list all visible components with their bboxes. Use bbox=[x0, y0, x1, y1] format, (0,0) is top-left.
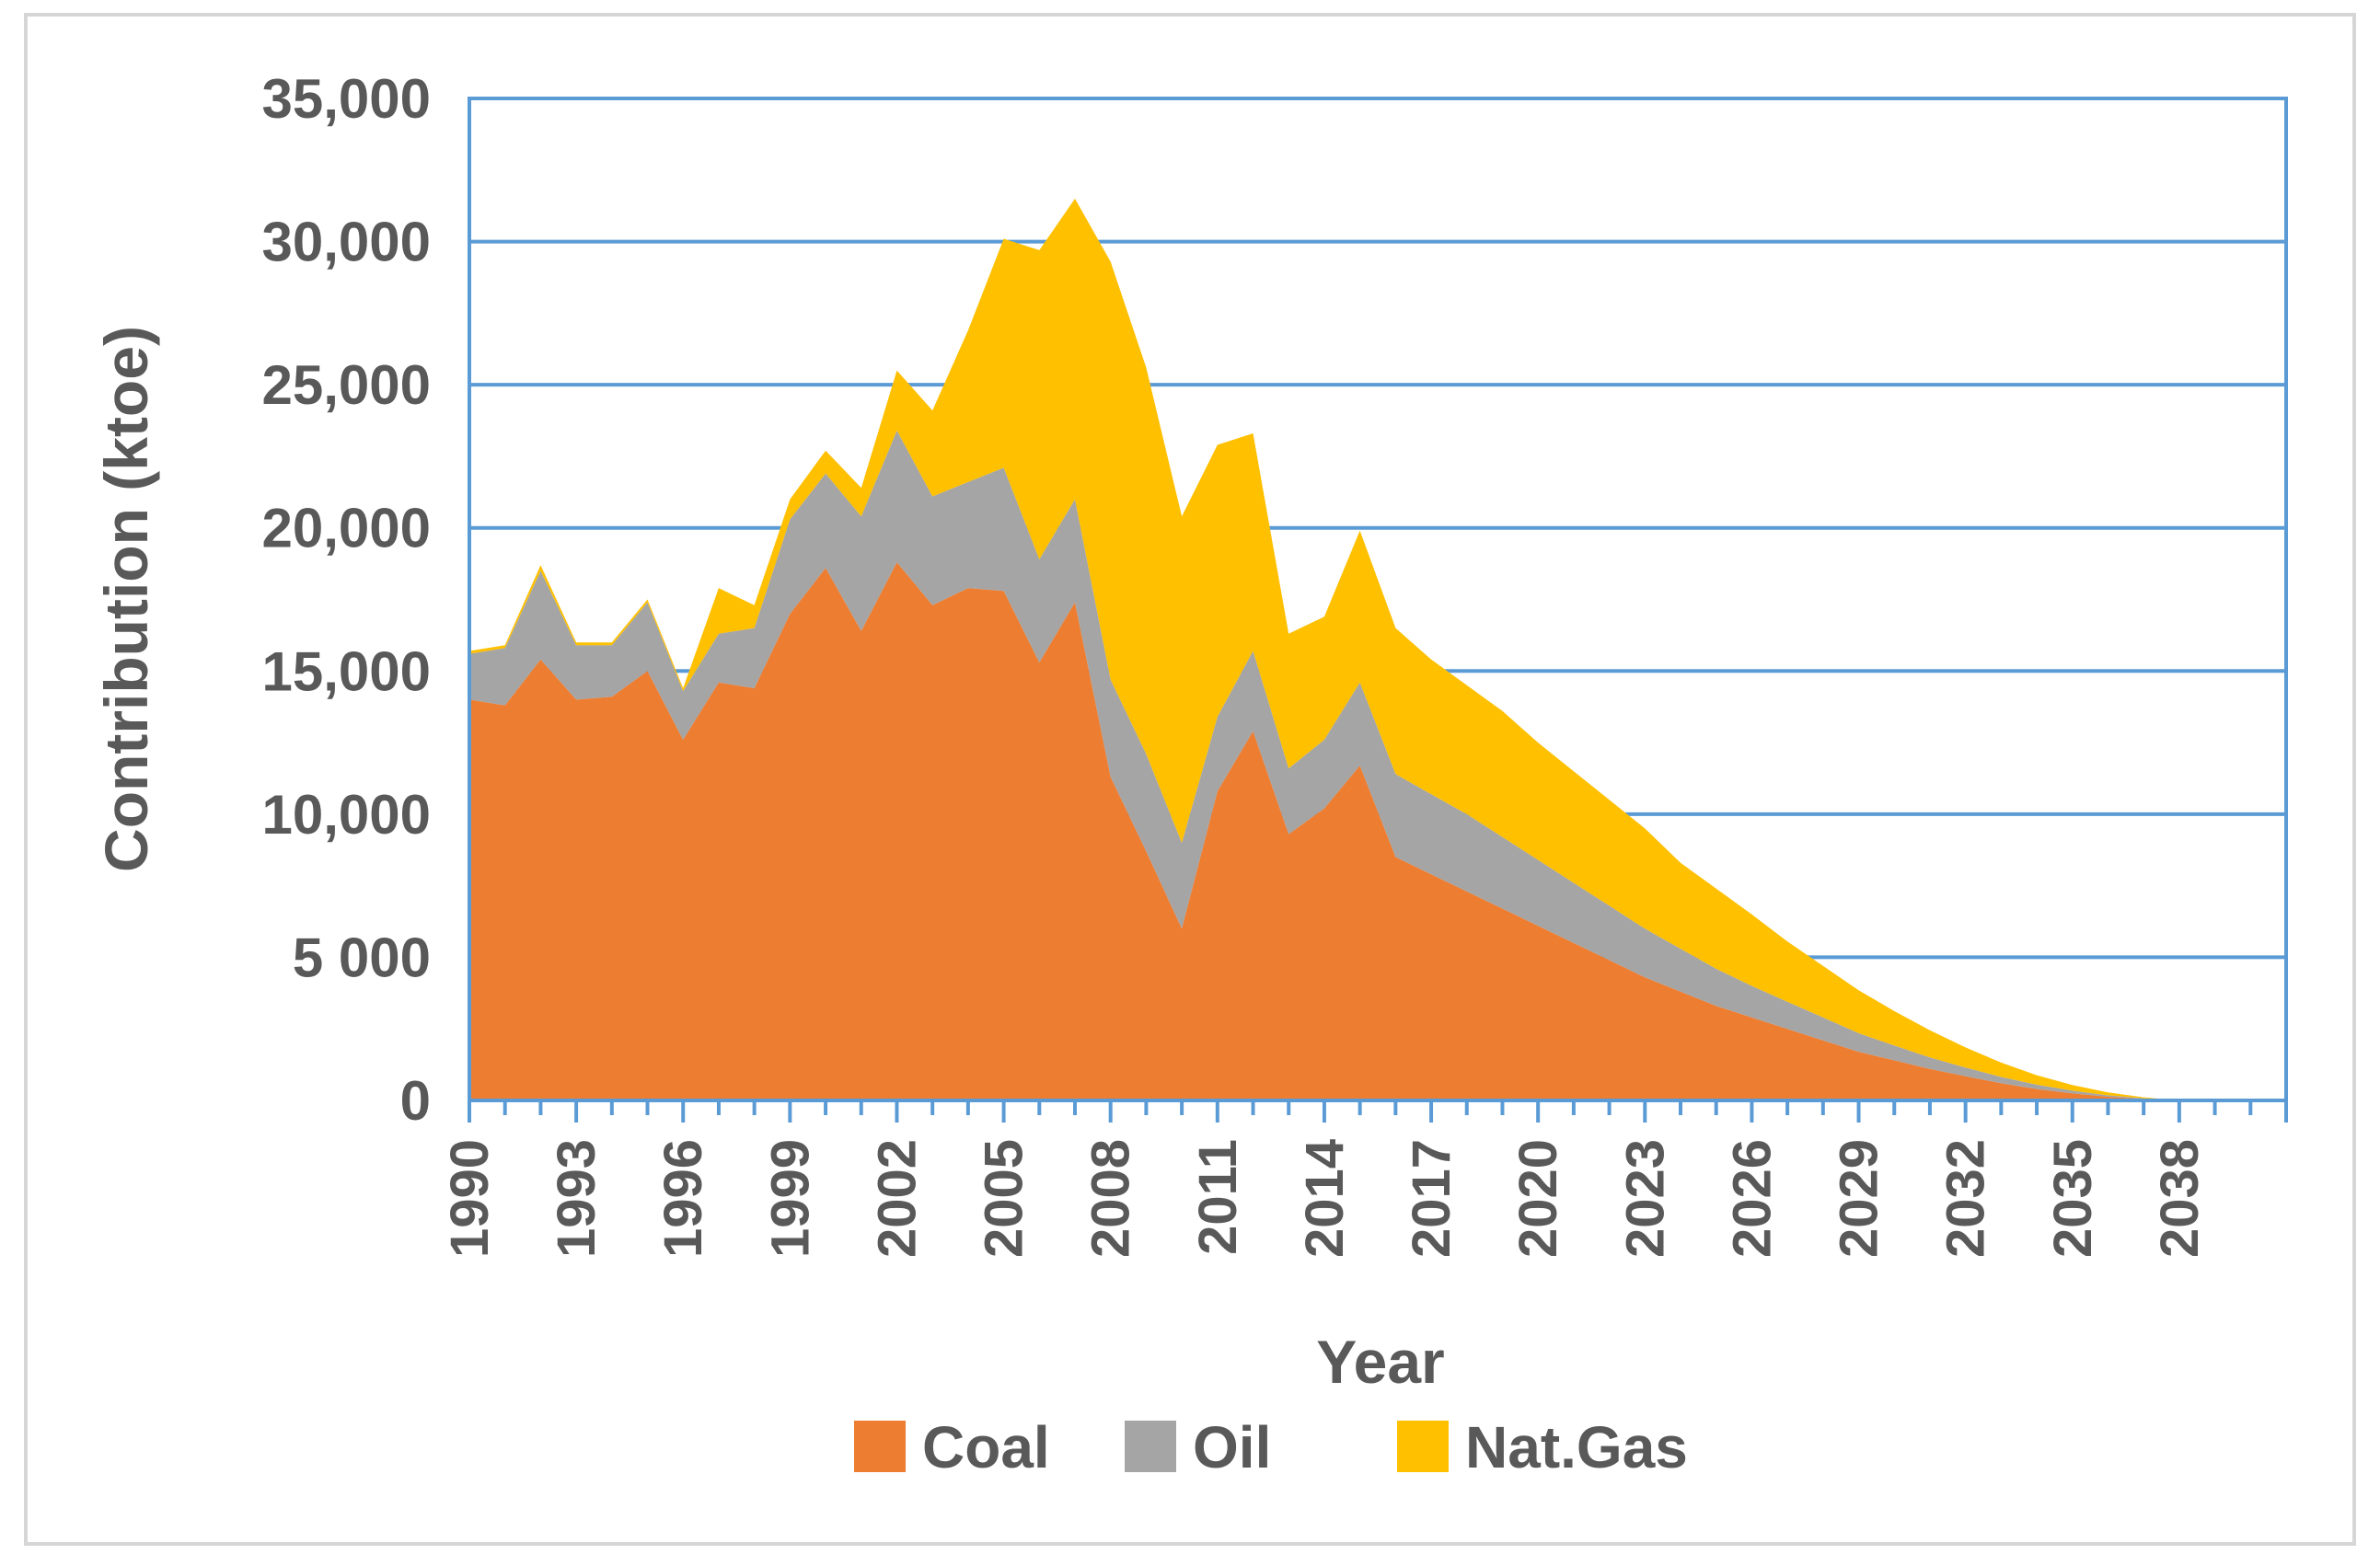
y-tick-label: 30,000 bbox=[261, 212, 431, 273]
x-tick-label: 2008 bbox=[1081, 1139, 1141, 1258]
y-axis-ticks: 0 5 000 10,000 15,000 20,000 25,000 30,000 35,0… bbox=[261, 68, 431, 1132]
x-tick-label: 1996 bbox=[653, 1139, 713, 1258]
plot-area-border bbox=[468, 97, 2288, 1102]
x-axis-title: Year bbox=[1316, 1328, 1444, 1396]
x-tick-label: 1993 bbox=[547, 1139, 607, 1258]
y-tick-label: 20,000 bbox=[261, 498, 431, 559]
y-tick-label: 10,000 bbox=[261, 784, 431, 846]
area-oil bbox=[469, 430, 2179, 1100]
area-coal bbox=[469, 562, 2179, 1100]
x-tick-label: 2020 bbox=[1508, 1139, 1568, 1258]
legend-swatch bbox=[1125, 1421, 1176, 1472]
y-tick-label: 25,000 bbox=[261, 354, 431, 416]
legend-item-oil: Oil bbox=[1125, 1414, 1271, 1480]
x-tick-label: 2023 bbox=[1615, 1139, 1675, 1258]
x-tick-label: 2002 bbox=[867, 1139, 927, 1258]
x-tick-label: 2029 bbox=[1830, 1139, 1889, 1258]
x-tick-label: 2017 bbox=[1402, 1139, 1462, 1258]
stacked-areas bbox=[469, 198, 2179, 1100]
x-tick-label: 1990 bbox=[440, 1139, 500, 1258]
y-tick-label: 35,000 bbox=[261, 68, 431, 130]
x-tick-label: 2014 bbox=[1295, 1139, 1355, 1258]
x-tick-label: 2038 bbox=[2150, 1139, 2210, 1258]
x-axis-ticks: 1990 1993 1996 1999 2002 2005 2008 2011 2014 2017… bbox=[440, 1100, 2288, 1258]
x-tick-label: 2032 bbox=[1936, 1139, 1996, 1258]
y-axis-title: Contribution (ktoe) bbox=[92, 326, 160, 872]
y-tick-label: 0 bbox=[400, 1070, 431, 1132]
legend: Coal Oil Nat.Gas bbox=[854, 1414, 1688, 1480]
x-tick-label: 2011 bbox=[1188, 1139, 1248, 1255]
legend-swatch bbox=[1397, 1421, 1449, 1472]
area-nat-gas bbox=[469, 198, 2179, 1100]
legend-label: Coal bbox=[922, 1414, 1050, 1480]
legend-label: Oil bbox=[1193, 1414, 1271, 1480]
legend-item-nat-gas: Nat.Gas bbox=[1397, 1414, 1688, 1480]
x-tick-label: 1999 bbox=[760, 1139, 820, 1258]
legend-item-coal: Coal bbox=[854, 1414, 1050, 1480]
x-tick-label: 2026 bbox=[1722, 1139, 1782, 1258]
y-tick-label: 15,000 bbox=[261, 640, 431, 702]
x-tick-label: 2035 bbox=[2043, 1139, 2103, 1258]
y-tick-label: 5 000 bbox=[293, 927, 431, 988]
legend-swatch bbox=[854, 1421, 906, 1472]
legend-label: Nat.Gas bbox=[1465, 1414, 1688, 1480]
x-tick-label: 2005 bbox=[975, 1139, 1034, 1258]
